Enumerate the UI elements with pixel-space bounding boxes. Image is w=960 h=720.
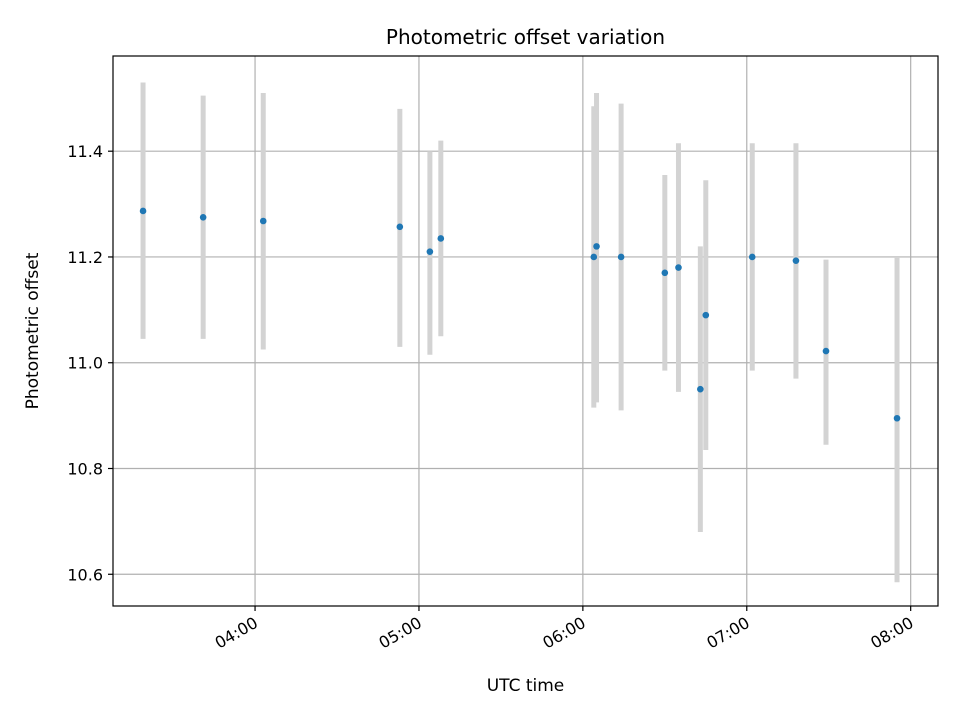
y-axis-label: Photometric offset xyxy=(23,252,43,409)
data-point xyxy=(702,311,710,319)
data-point xyxy=(617,253,625,261)
x-axis-ticks: 04:00 05:00 06:00 07:00 08:00 xyxy=(212,606,917,653)
data-points xyxy=(139,207,901,422)
y-tick-label: 10.6 xyxy=(67,565,103,584)
data-point xyxy=(259,217,267,225)
error-bars xyxy=(140,82,900,583)
data-point xyxy=(893,414,901,422)
data-point xyxy=(396,223,404,231)
data-point xyxy=(593,243,600,250)
data-point xyxy=(675,264,682,271)
data-point xyxy=(199,213,207,221)
data-point xyxy=(426,248,434,255)
data-point xyxy=(139,207,147,215)
data-point xyxy=(748,253,756,261)
x-tick-label: 06:00 xyxy=(539,613,588,653)
x-tick-label: 04:00 xyxy=(212,613,261,653)
data-point xyxy=(822,347,830,355)
y-axis-ticks: 10.6 10.8 11.0 11.2 11.4 xyxy=(67,142,113,584)
y-tick-label: 11.0 xyxy=(67,354,103,373)
plot-area-frame xyxy=(112,55,939,607)
x-tick-label: 08:00 xyxy=(867,613,916,653)
x-tick-label: 05:00 xyxy=(376,613,425,653)
y-tick-label: 10.8 xyxy=(67,460,103,479)
x-tick-label: 07:00 xyxy=(703,613,752,653)
chart-title: Photometric offset variation xyxy=(386,25,665,49)
data-point xyxy=(792,257,800,264)
data-point xyxy=(661,269,669,277)
y-tick-label: 11.2 xyxy=(67,248,103,267)
x-axis-label: UTC time xyxy=(487,676,565,696)
data-point xyxy=(697,385,704,393)
data-point xyxy=(590,253,598,261)
data-point xyxy=(437,235,445,242)
grid xyxy=(113,56,938,606)
y-tick-label: 11.4 xyxy=(67,142,103,161)
